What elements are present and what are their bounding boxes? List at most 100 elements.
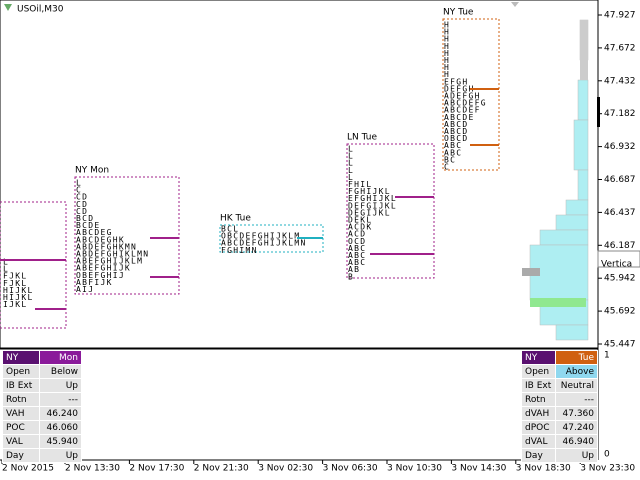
price-label: 45.447	[604, 340, 636, 350]
table-cell: dPOC	[520, 420, 557, 435]
profile-row: BCL	[221, 225, 239, 234]
price-label: 46.187	[604, 241, 636, 251]
time-label: 2 Nov 17:30	[129, 464, 184, 474]
profile-row: OCD	[348, 237, 366, 246]
profile-row: OBCDEFGHIJKLM	[221, 232, 301, 241]
profile-row: CD	[76, 200, 88, 209]
panel-axis-label: 0	[604, 450, 610, 460]
histogram-bar	[577, 79, 589, 121]
main-pane	[0, 0, 599, 349]
table-row: Day Up	[520, 448, 598, 463]
tooltip: Vertica	[601, 260, 632, 270]
table-cell: NY	[2, 350, 40, 365]
price-label: 47.927	[604, 11, 636, 21]
profile-row: OBCD	[444, 134, 468, 143]
profile-row: DEFGH	[444, 84, 475, 93]
histogram-bar	[539, 229, 589, 246]
table-cell: VAH	[2, 406, 40, 421]
histogram-bar	[555, 324, 589, 341]
profile-row: FGHIMN	[221, 246, 258, 255]
profile-row: HIJKL	[3, 286, 34, 295]
profile-row: C	[76, 186, 82, 195]
profile-row: EFGH	[444, 77, 468, 86]
profile-row: ABC	[444, 148, 462, 157]
profile-row: H	[444, 21, 450, 30]
table-row: NY Mon	[2, 350, 83, 365]
profile-row: EFGHIJKL	[348, 194, 397, 203]
price-label: 46.932	[604, 142, 636, 152]
left-stats-table: NY Mon Open Below IB Ext Up Rotn --- VAH 46.240 PO…	[2, 350, 83, 463]
table-cell: IB Ext	[520, 378, 557, 393]
time-label: 3 Nov 10:30	[387, 464, 442, 474]
profile-row: DEFGIJKL	[348, 201, 397, 210]
profile-row: ABC	[444, 141, 462, 150]
time-label: 3 Nov 18:30	[516, 464, 571, 474]
price-label: 46.687	[604, 175, 636, 185]
time-label: 3 Nov 23:30	[580, 464, 635, 474]
table-cell: Open	[2, 364, 40, 379]
profile-label: NY Mon	[75, 166, 109, 176]
profile-row: ABC	[348, 244, 366, 253]
histogram-bar	[577, 169, 589, 201]
profile-row: ADEFGH	[444, 92, 481, 101]
price-label: 45.942	[604, 274, 636, 284]
profile-row: ABEFGHIJK	[76, 264, 131, 273]
profile-row: ABFIJK	[76, 278, 113, 287]
table-cell: Open	[520, 364, 557, 379]
table-cell: VAL	[2, 434, 40, 449]
table-row: Rotn ---	[520, 392, 598, 407]
table-cell: Day	[520, 448, 557, 463]
profile-label: LN Tue	[347, 133, 377, 143]
profile-row: L	[348, 173, 354, 182]
profile-row: OBEFGHIJ	[76, 271, 125, 280]
volume-histogram	[522, 19, 589, 341]
profile-row: ACDK	[348, 223, 372, 232]
profile-row: ACD	[348, 230, 366, 239]
profile-box	[74, 176, 180, 295]
profile-row: HIJKL	[3, 293, 34, 302]
time-label: 3 Nov 14:30	[451, 464, 506, 474]
profile-row: H	[444, 35, 450, 44]
table-row: dVAL 46.940	[520, 434, 598, 449]
profile-row: ABCDEFGHIJKLMN	[221, 239, 307, 248]
profile-row: DEKL	[348, 216, 372, 225]
table-cell: Day	[2, 448, 40, 463]
profile-row: AIJ	[76, 285, 94, 294]
table-row: VAH 46.240	[2, 406, 83, 421]
profile-label: HK Tue	[220, 214, 251, 224]
profile-row: ABDEFGHKMN	[76, 242, 137, 251]
table-row: Open Above	[520, 364, 598, 379]
table-cell: Tue	[555, 350, 598, 365]
table-cell: Neutral	[555, 378, 598, 393]
right-stats-table: NY Tue Open Above IB Ext Neutral Rotn --- dVAH 47…	[520, 350, 598, 463]
table-cell: Up	[38, 378, 83, 393]
table-cell: dVAH	[520, 406, 557, 421]
histogram-bar	[573, 119, 589, 171]
table-cell: 46.060	[38, 420, 83, 435]
profile-row: ABCD	[444, 120, 468, 129]
histogram-bar	[580, 20, 588, 80]
profile-row: CD	[76, 207, 88, 216]
table-cell: Mon	[38, 350, 83, 365]
price-label: 45.692	[604, 307, 636, 317]
profile-row: H	[444, 49, 450, 58]
profile-row: ABC	[348, 258, 366, 267]
profile-row: ABCDEGHK	[76, 235, 125, 244]
price-label: 46.437	[604, 208, 636, 218]
profile-row: L	[348, 145, 354, 154]
table-row: dPOC 47.240	[520, 420, 598, 435]
table-cell: dVAL	[520, 434, 557, 449]
profile-row: IJKL	[3, 300, 27, 309]
table-cell: 46.240	[38, 406, 83, 421]
profile-row: C	[444, 163, 450, 172]
profile-row: L	[348, 152, 354, 161]
table-cell: 45.940	[38, 434, 83, 449]
table-row: IB Ext Up	[2, 378, 83, 393]
profile-row: BC	[444, 155, 456, 164]
table-cell: Rotn	[2, 392, 40, 407]
table-row: POC 46.060	[2, 420, 83, 435]
price-label: 47.432	[604, 76, 636, 86]
panel-axis-label: 1	[604, 351, 610, 361]
table-cell: Above	[555, 364, 598, 379]
table-row: VAL 45.940	[2, 434, 83, 449]
